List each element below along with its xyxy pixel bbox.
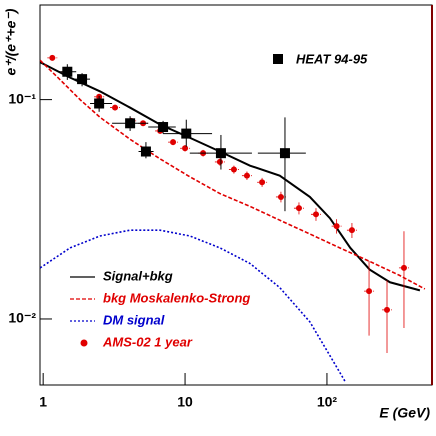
legend-label: bkg Moskalenko-Strong bbox=[103, 290, 250, 305]
data-point bbox=[277, 193, 284, 200]
data-point bbox=[348, 227, 355, 234]
plot-frame bbox=[39, 4, 433, 386]
data-point bbox=[279, 148, 290, 159]
data-point bbox=[170, 139, 177, 146]
data-point bbox=[77, 74, 88, 85]
y-tick-label: 10⁻² bbox=[8, 310, 36, 326]
curve bbox=[39, 229, 346, 382]
y-tick-label: 10⁻¹ bbox=[8, 90, 36, 106]
data-point bbox=[215, 148, 226, 159]
data-point bbox=[94, 98, 105, 109]
x-tick-label: 1 bbox=[39, 394, 47, 410]
y-axis-label: e⁺/(e⁺+e⁻) bbox=[3, 8, 19, 75]
data-point bbox=[158, 122, 169, 133]
data-point bbox=[400, 264, 407, 271]
data-point bbox=[312, 211, 319, 218]
data-point bbox=[384, 306, 391, 313]
data-point bbox=[216, 158, 223, 165]
data-point bbox=[49, 54, 56, 61]
curve bbox=[39, 61, 421, 292]
data-point bbox=[182, 145, 189, 152]
legend-marker bbox=[273, 54, 283, 64]
data-point bbox=[112, 104, 119, 111]
x-axis-label: E (GeV) bbox=[379, 405, 430, 421]
curve bbox=[39, 59, 426, 290]
data-point bbox=[243, 172, 250, 179]
legend-label: HEAT 94-95 bbox=[296, 51, 368, 66]
data-point bbox=[295, 205, 302, 212]
data-point bbox=[259, 179, 266, 186]
legend-label: DM signal bbox=[103, 312, 165, 327]
data-point bbox=[333, 223, 340, 230]
legend-marker bbox=[80, 339, 88, 347]
data-point bbox=[181, 128, 192, 139]
data-point bbox=[62, 66, 73, 77]
data-point bbox=[230, 166, 237, 173]
x-tick-label: 10² bbox=[317, 394, 338, 410]
data-point bbox=[140, 146, 151, 157]
data-point bbox=[366, 288, 373, 295]
data-point bbox=[125, 118, 136, 129]
legend-label: AMS-02 1 year bbox=[102, 334, 193, 349]
x-tick-label: 10 bbox=[177, 394, 193, 410]
legend-label: Signal+bkg bbox=[103, 268, 173, 283]
